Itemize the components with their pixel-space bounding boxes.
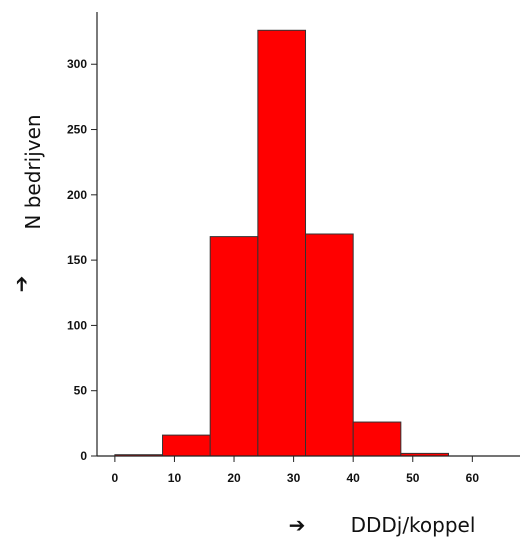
x-tick-label: 0 bbox=[112, 471, 119, 485]
bars-group bbox=[114, 29, 450, 457]
x-tick-label: 50 bbox=[406, 471, 420, 485]
y-tick-label: 250 bbox=[67, 123, 87, 137]
x-tick-label: 10 bbox=[168, 471, 182, 485]
x-tick-label: 60 bbox=[466, 471, 480, 485]
x-axis-arrow-icon: ➔ bbox=[289, 513, 306, 537]
y-axis-title: N bedrijven bbox=[21, 114, 45, 229]
axes-group bbox=[96, 12, 520, 457]
histogram-bar bbox=[305, 233, 354, 457]
histogram-bar bbox=[209, 236, 259, 457]
y-tick-label: 100 bbox=[67, 318, 87, 332]
y-axis-arrow-icon: ➔ bbox=[9, 276, 33, 293]
histogram-bar bbox=[257, 29, 307, 457]
y-tick-label: 0 bbox=[80, 449, 87, 463]
y-ticks-group: 0 50 100 150 200 250 300 bbox=[67, 57, 97, 463]
y-tick-label: 200 bbox=[67, 188, 87, 202]
x-axis-title: DDDj/koppel bbox=[351, 513, 476, 537]
x-tick-label: 40 bbox=[347, 471, 361, 485]
x-tick-label: 20 bbox=[227, 471, 241, 485]
y-tick-label: 300 bbox=[67, 57, 87, 71]
y-tick-label: 50 bbox=[74, 384, 88, 398]
x-tick-label: 30 bbox=[287, 471, 301, 485]
histogram-bar bbox=[162, 434, 211, 457]
x-ticks-group: 0 10 20 30 40 50 60 bbox=[112, 456, 480, 485]
histogram-bar bbox=[352, 421, 402, 457]
y-tick-label: 150 bbox=[67, 253, 87, 267]
